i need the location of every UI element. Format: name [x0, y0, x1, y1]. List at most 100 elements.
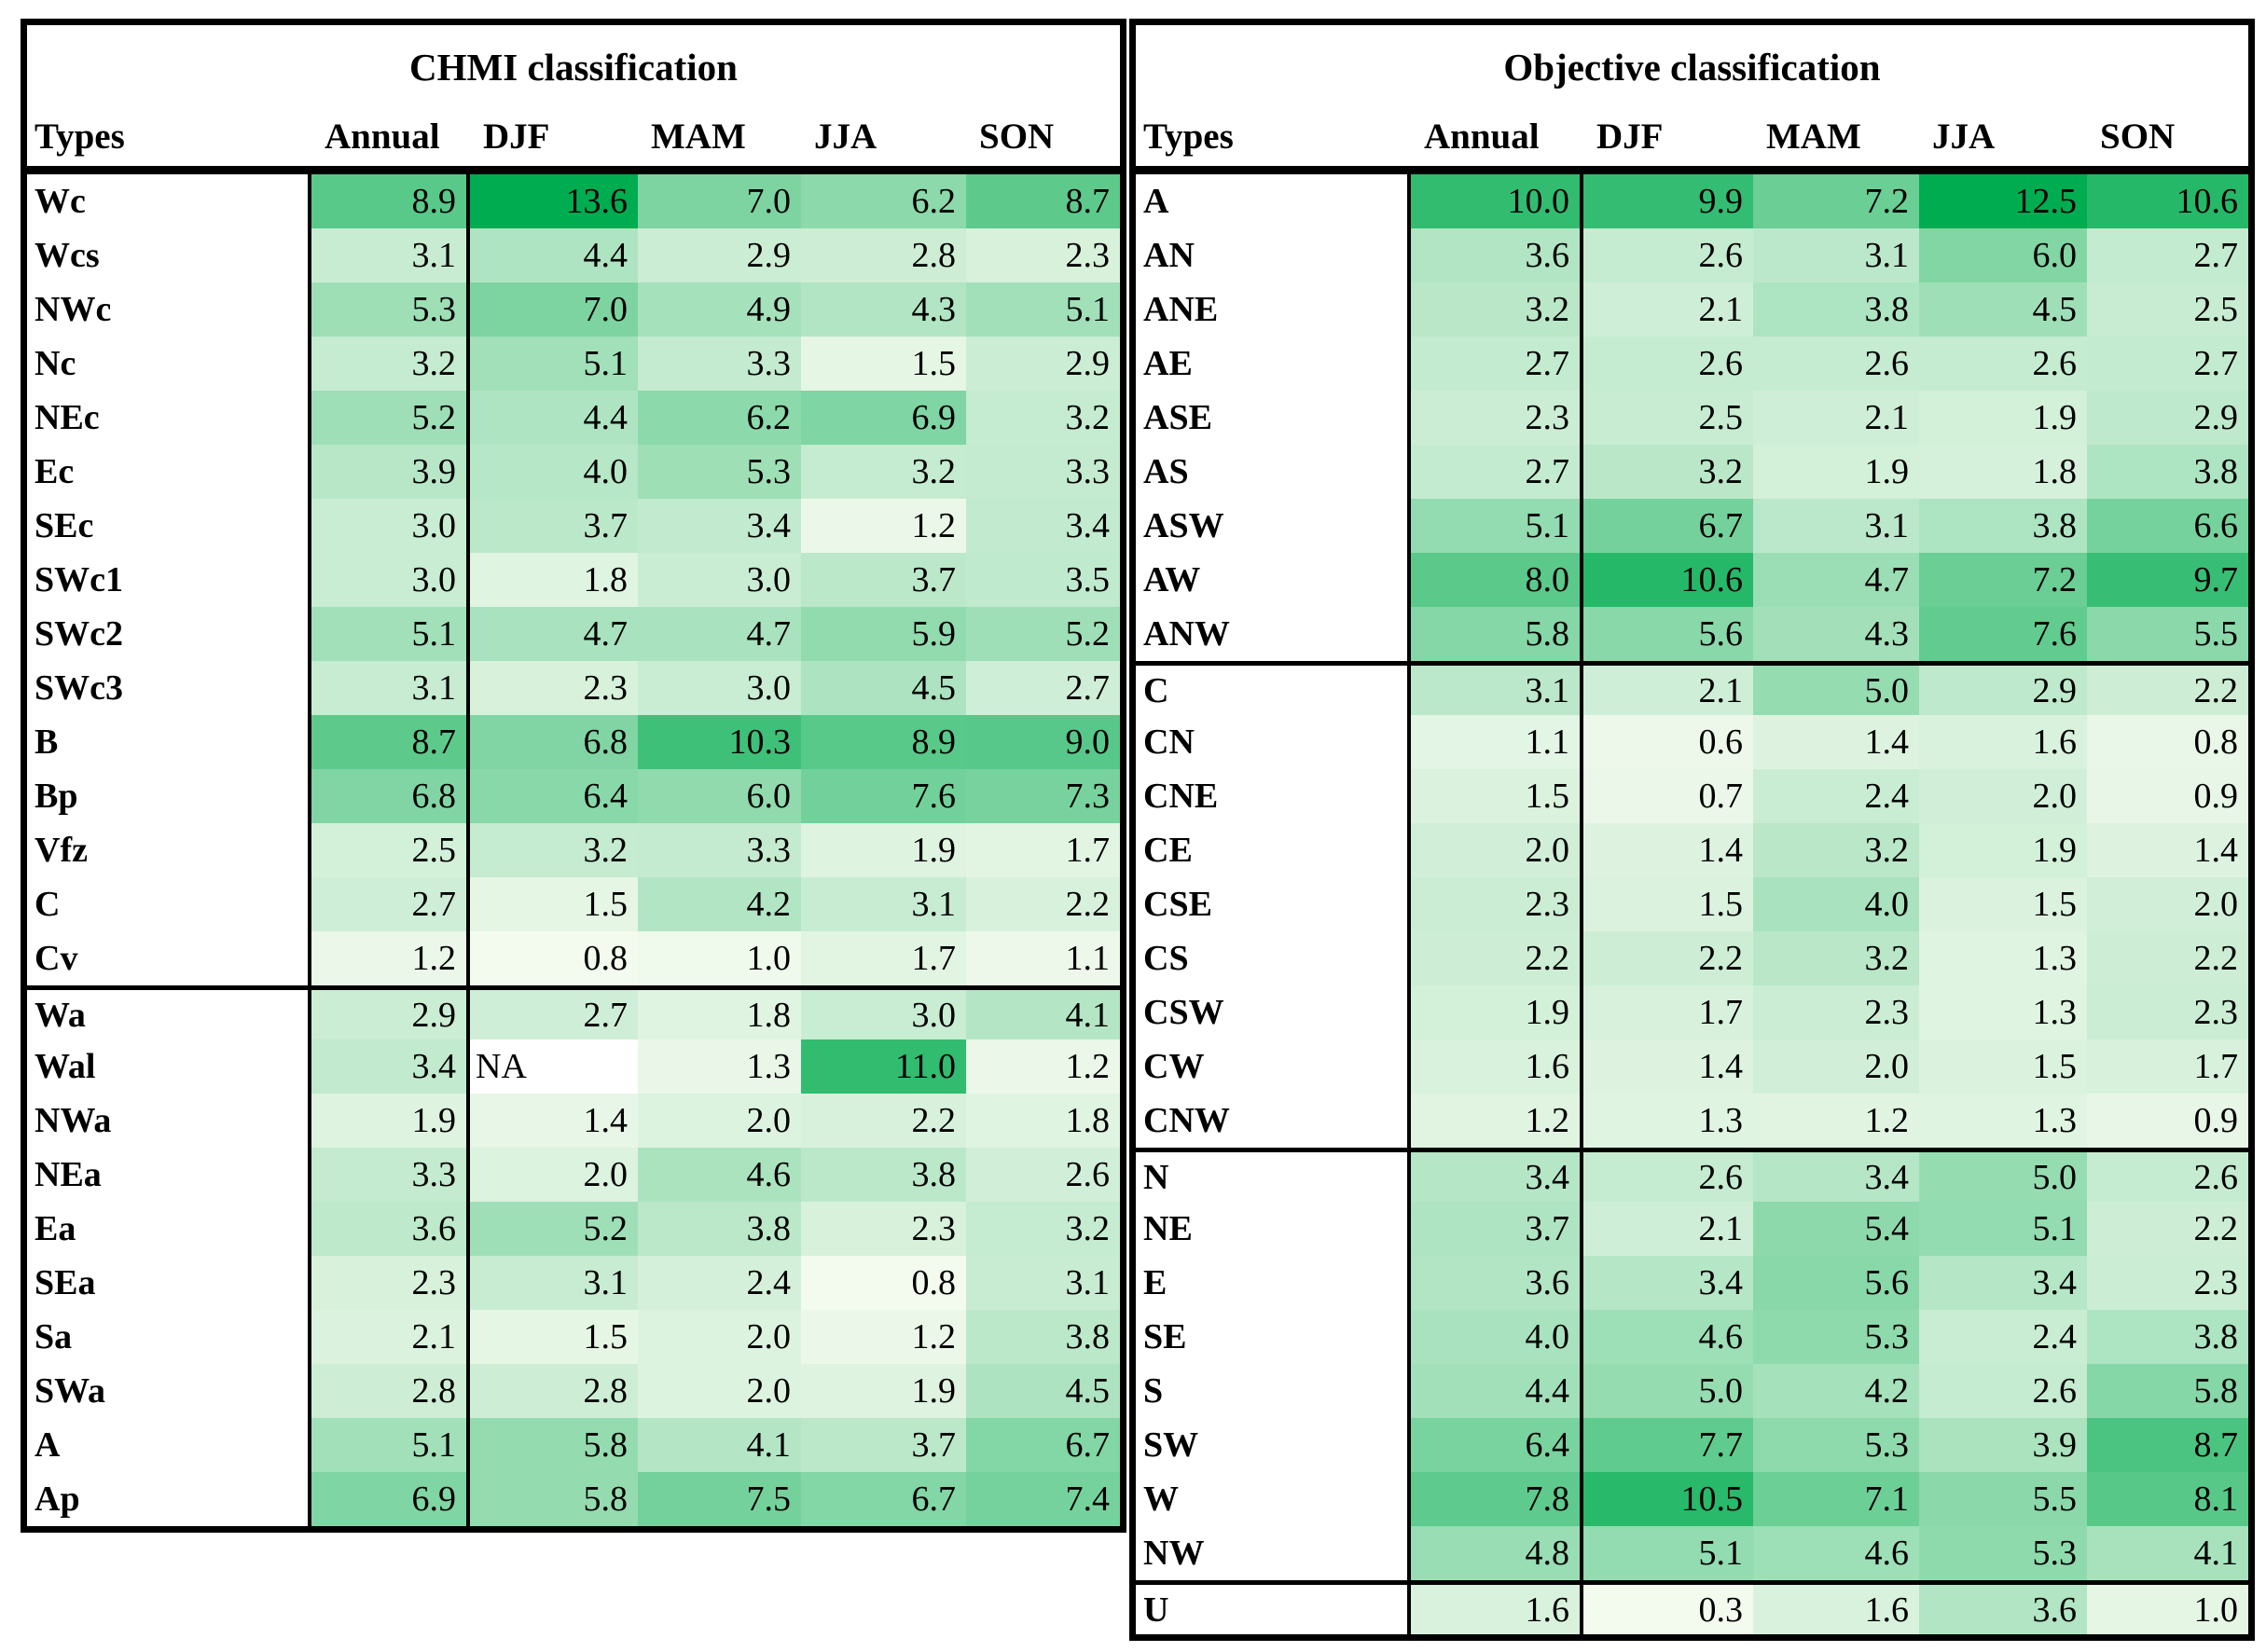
value-cell-CSE-djf: 1.5 — [1583, 877, 1753, 931]
value-cell-SE-mam: 5.3 — [1753, 1310, 1919, 1364]
chmi-classification-table: CHMI classification Types Annual DJF MAM JJA… — [21, 19, 1126, 1533]
value-cell-AN-annual: 3.6 — [1411, 228, 1583, 282]
value-cell-Nc-son: 2.9 — [966, 337, 1120, 391]
value-cell-C-son: 2.2 — [2087, 666, 2248, 715]
value-cell-CSW-jja: 1.3 — [1919, 985, 2087, 1039]
value-cell-Wcs-jja: 2.8 — [801, 228, 966, 282]
value-cell-Wal-annual: 3.4 — [311, 1039, 470, 1094]
value-cell-CSW-mam: 2.3 — [1753, 985, 1919, 1039]
value-cell-Wa-son: 4.1 — [966, 990, 1120, 1039]
table-row-A: A 10.0 9.9 7.2 12.5 10.6 — [1136, 174, 2248, 228]
value-cell-CNW-mam: 1.2 — [1753, 1094, 1919, 1148]
value-cell-NE-jja: 5.1 — [1919, 1202, 2087, 1256]
value-cell-SE-jja: 2.4 — [1919, 1310, 2087, 1364]
value-cell-Ap-djf: 5.8 — [470, 1472, 638, 1526]
value-cell-SWa-jja: 1.9 — [801, 1364, 966, 1418]
value-cell-B-jja: 8.9 — [801, 715, 966, 769]
value-cell-Nc-mam: 3.3 — [638, 337, 801, 391]
row-label-SEa: SEa — [27, 1256, 311, 1310]
row-label-SWc1: SWc1 — [27, 553, 311, 607]
value-cell-Vfz-annual: 2.5 — [311, 823, 470, 877]
value-cell-Ap-jja: 6.7 — [801, 1472, 966, 1526]
row-label-CN: CN — [1136, 715, 1411, 769]
value-cell-E-son: 2.3 — [2087, 1256, 2248, 1310]
value-cell-SW-annual: 6.4 — [1411, 1418, 1583, 1472]
column-header-djf: DJF — [1596, 117, 1664, 157]
value-cell-SWc2-mam: 4.7 — [638, 607, 801, 661]
value-cell-B-mam: 10.3 — [638, 715, 801, 769]
table-row-B: B 8.7 6.8 10.3 8.9 9.0 — [27, 715, 1120, 769]
row-label-NW: NW — [1136, 1526, 1411, 1580]
value-cell-N-son: 2.6 — [2087, 1152, 2248, 1202]
row-label-Ap: Ap — [27, 1472, 311, 1526]
value-cell-AE-mam: 2.6 — [1753, 337, 1919, 391]
value-cell-NWc-annual: 5.3 — [311, 282, 470, 337]
value-cell-CSW-annual: 1.9 — [1411, 985, 1583, 1039]
value-cell-SE-son: 3.8 — [2087, 1310, 2248, 1364]
value-cell-Wal-son: 1.2 — [966, 1039, 1120, 1094]
row-label-CNE: CNE — [1136, 769, 1411, 823]
value-cell-C-son: 2.2 — [966, 877, 1120, 931]
value-cell-Wc-jja: 6.2 — [801, 174, 966, 228]
value-cell-NEa-mam: 4.6 — [638, 1148, 801, 1202]
row-label-ANW: ANW — [1136, 607, 1411, 661]
value-cell-Ea-son: 3.2 — [966, 1202, 1120, 1256]
value-cell-NWa-jja: 2.2 — [801, 1094, 966, 1148]
value-cell-AW-son: 9.7 — [2087, 553, 2248, 607]
row-label-CNW: CNW — [1136, 1094, 1411, 1148]
value-cell-W-son: 8.1 — [2087, 1472, 2248, 1526]
table-row-SWc3: SWc3 3.1 2.3 3.0 4.5 2.7 — [27, 661, 1120, 715]
table-row-Sa: Sa 2.1 1.5 2.0 1.2 3.8 — [27, 1310, 1120, 1364]
row-label-Wal: Wal — [27, 1039, 311, 1094]
value-cell-SWc1-son: 3.5 — [966, 553, 1120, 607]
value-cell-CSE-jja: 1.5 — [1919, 877, 2087, 931]
row-label-Wa: Wa — [27, 990, 311, 1039]
value-cell-W-mam: 7.1 — [1753, 1472, 1919, 1526]
value-cell-SEc-jja: 1.2 — [801, 499, 966, 553]
value-cell-A-jja: 12.5 — [1919, 174, 2087, 228]
value-cell-AW-annual: 8.0 — [1411, 553, 1583, 607]
value-cell-N-mam: 3.4 — [1753, 1152, 1919, 1202]
row-label-AE: AE — [1136, 337, 1411, 391]
value-cell-ASE-mam: 2.1 — [1753, 391, 1919, 445]
value-cell-Vfz-jja: 1.9 — [801, 823, 966, 877]
value-cell-ASW-jja: 3.8 — [1919, 499, 2087, 553]
value-cell-C-mam: 4.2 — [638, 877, 801, 931]
row-label-NE: NE — [1136, 1202, 1411, 1256]
table-row-ANW: ANW 5.8 5.6 4.3 7.6 5.5 — [1136, 607, 2248, 661]
table-row-NWa: NWa 1.9 1.4 2.0 2.2 1.8 — [27, 1094, 1120, 1148]
value-cell-SWc3-mam: 3.0 — [638, 661, 801, 715]
table-row-Wc: Wc 8.9 13.6 7.0 6.2 8.7 — [27, 174, 1120, 228]
value-cell-ANE-annual: 3.2 — [1411, 282, 1583, 337]
row-label-SW: SW — [1136, 1418, 1411, 1472]
value-cell-W-annual: 7.8 — [1411, 1472, 1583, 1526]
column-header-annual: Annual — [1424, 117, 1540, 157]
row-label-W: W — [1136, 1472, 1411, 1526]
row-label-CE: CE — [1136, 823, 1411, 877]
value-cell-ANW-son: 5.5 — [2087, 607, 2248, 661]
value-cell-Ec-annual: 3.9 — [311, 445, 470, 499]
value-cell-NWc-jja: 4.3 — [801, 282, 966, 337]
value-cell-SW-son: 8.7 — [2087, 1418, 2248, 1472]
row-label-A: A — [1136, 174, 1411, 228]
value-cell-Wc-djf: 13.6 — [470, 174, 638, 228]
table-row-CNE: CNE 1.5 0.7 2.4 2.0 0.9 — [1136, 769, 2248, 823]
value-cell-N-annual: 3.4 — [1411, 1152, 1583, 1202]
row-label-Sa: Sa — [27, 1310, 311, 1364]
row-label-U: U — [1136, 1585, 1411, 1634]
table-body: A 10.0 9.9 7.2 12.5 10.6 AN 3.6 2.6 3.1 6.0 2.7 ANE 3… — [1136, 174, 2248, 1634]
value-cell-Wc-annual: 8.9 — [311, 174, 470, 228]
value-cell-S-annual: 4.4 — [1411, 1364, 1583, 1418]
value-cell-CW-djf: 1.4 — [1583, 1039, 1753, 1094]
value-cell-SWc1-djf: 1.8 — [470, 553, 638, 607]
value-cell-AE-son: 2.7 — [2087, 337, 2248, 391]
column-header-jja: JJA — [1932, 117, 1996, 157]
row-label-Vfz: Vfz — [27, 823, 311, 877]
row-label-NEa: NEa — [27, 1148, 311, 1202]
value-cell-CS-mam: 3.2 — [1753, 931, 1919, 985]
value-cell-CW-mam: 2.0 — [1753, 1039, 1919, 1094]
value-cell-Wcs-son: 2.3 — [966, 228, 1120, 282]
value-cell-SWc1-jja: 3.7 — [801, 553, 966, 607]
value-cell-CSE-son: 2.0 — [2087, 877, 2248, 931]
value-cell-ANE-djf: 2.1 — [1583, 282, 1753, 337]
